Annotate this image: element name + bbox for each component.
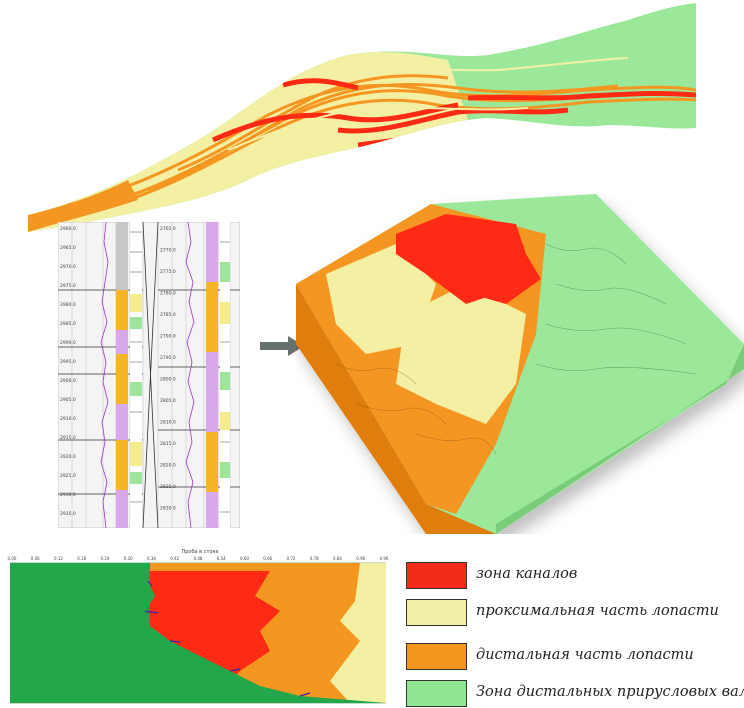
x-tick-label: 0.12 — [54, 556, 63, 561]
legend-label: проксимальная часть лопасти — [476, 603, 719, 619]
terrain-3d-model — [296, 194, 744, 534]
right-arrow-icon — [260, 336, 304, 356]
depth-label: 2965.0 — [60, 245, 76, 251]
depth-label: 2920.0 — [60, 454, 76, 460]
x-tick-label: 0.30 — [124, 556, 133, 561]
depth-label: 2785.0 — [160, 312, 176, 318]
x-tick-label: 0.84 — [333, 556, 342, 561]
depth-label: 2800.0 — [160, 377, 176, 383]
depth-label: 2980.0 — [60, 302, 76, 308]
legend-swatch — [406, 643, 467, 670]
depth-label: 2970.0 — [60, 264, 76, 270]
x-tick-label: 0.96 — [380, 556, 389, 561]
legend-label: зона каналов — [476, 566, 578, 582]
x-tick-label: 0.24 — [101, 556, 110, 561]
depth-label: 2815.0 — [160, 441, 176, 447]
depth-label: 2775.0 — [160, 269, 176, 275]
depth-label: 2995.0 — [60, 359, 76, 365]
x-tick-label: 0.00 — [8, 556, 17, 561]
legend-item: Зона дистальных прирусловых валов — [404, 680, 744, 708]
depth-label: 2900.0 — [60, 378, 76, 384]
depth-label: 2830.0 — [160, 506, 176, 512]
legend-swatch — [406, 680, 467, 707]
x-tick-label: 0.18 — [77, 556, 86, 561]
cross-section-image — [28, 3, 696, 232]
depth-label: 2960.0 — [60, 226, 76, 232]
legend-item: зона каналов — [404, 562, 744, 590]
chart-title: Проба в стоке — [181, 549, 218, 555]
x-tick-label: 0.66 — [263, 556, 272, 561]
x-tick-label: 0.78 — [310, 556, 319, 561]
legend-item: проксимальная часть лопасти — [404, 599, 744, 627]
depth-label: 2905.0 — [60, 397, 76, 403]
depth-label: 2915.0 — [60, 435, 76, 441]
depth-label: 2820.0 — [160, 463, 176, 469]
facies-depth-chart: Проба в стоке 0.00 0.06 0.12 0.18 0.24 0.30 0.… — [0, 541, 392, 708]
depth-label: 2825.0 — [160, 484, 176, 490]
legend-label: дистальная часть лопасти — [476, 647, 694, 663]
depth-label: 2925.0 — [60, 473, 76, 479]
depth-label: 2770.0 — [160, 248, 176, 254]
depth-label: 2765.0 — [160, 226, 176, 232]
depth-label: 2985.0 — [60, 321, 76, 327]
x-tick-label: 0.36 — [147, 556, 156, 561]
depth-label: 2935.0 — [60, 511, 76, 517]
x-tick-label: 0.90 — [356, 556, 365, 561]
depth-label: 2790.0 — [160, 334, 176, 340]
x-tick-label: 0.06 — [31, 556, 40, 561]
depth-label: 2930.0 — [60, 492, 76, 498]
x-tick-label: 0.48 — [194, 556, 203, 561]
depth-label: 2910.0 — [60, 416, 76, 422]
depth-label: 2975.0 — [60, 283, 76, 289]
legend-label: Зона дистальных прирусловых валов — [476, 684, 744, 700]
x-tick-label: 0.72 — [287, 556, 296, 561]
x-tick-label: 0.54 — [217, 556, 226, 561]
legend-swatch — [406, 562, 467, 589]
depth-label: 2805.0 — [160, 398, 176, 404]
x-tick-label: 0.42 — [170, 556, 179, 561]
depth-label: 2795.0 — [160, 355, 176, 361]
legend: зона каналов проксимальная часть лопасти д… — [404, 562, 744, 707]
legend-item: дистальная часть лопасти — [404, 643, 744, 671]
depth-label: 2990.0 — [60, 340, 76, 346]
well-log-panel: 2960.0 2965.0 2970.0 2975.0 2980.0 2985.0 2990… — [58, 222, 240, 528]
depth-label: 2780.0 — [160, 291, 176, 297]
depth-label: 2810.0 — [160, 420, 176, 426]
x-tick-label: 0.60 — [240, 556, 249, 561]
legend-swatch — [406, 599, 467, 626]
